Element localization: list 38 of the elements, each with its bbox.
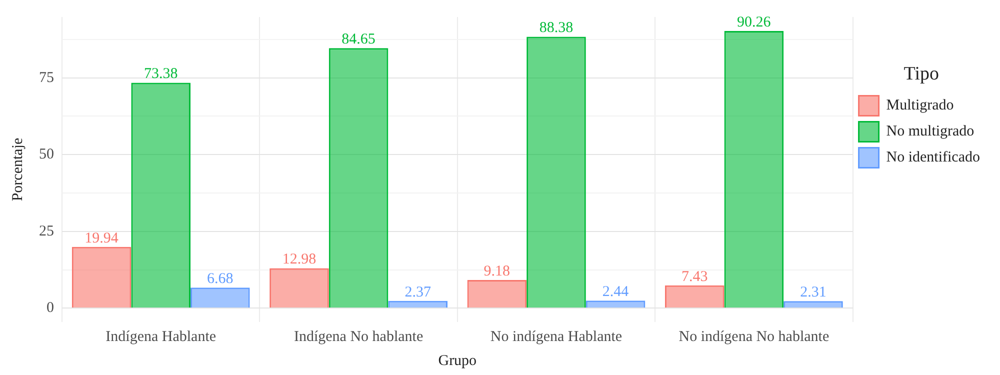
bar <box>586 300 646 308</box>
bar <box>328 48 388 308</box>
bar <box>724 30 784 308</box>
legend-label: No identificado <box>886 150 980 166</box>
data-label: 7.43 <box>682 268 708 285</box>
legend-title: Tipo <box>904 63 939 84</box>
y-tick-label: 25 <box>39 223 54 240</box>
data-label: 90.26 <box>737 14 772 30</box>
x-tick-label: No indígena Hablante <box>490 328 622 345</box>
data-label: 9.18 <box>484 263 510 280</box>
data-label: 19.94 <box>84 230 119 246</box>
bar <box>784 301 843 308</box>
data-label: 2.37 <box>404 284 432 300</box>
data-label: 88.38 <box>539 20 574 36</box>
data-label: 12.98 <box>282 252 316 268</box>
x-tick-label: Indígena No hablante <box>294 328 424 345</box>
legend-label: Multigrado <box>886 98 954 114</box>
bar <box>526 36 586 308</box>
bar <box>190 288 250 308</box>
x-axis-title: Grupo <box>438 352 477 369</box>
y-axis-title: Porcentaje <box>10 138 26 202</box>
x-tick-label: No indígena No hablante <box>678 328 830 345</box>
data-label: 73.38 <box>144 66 178 82</box>
bar <box>467 280 527 308</box>
y-tick-label: 0 <box>46 300 54 316</box>
bar <box>270 268 329 308</box>
bar <box>388 300 448 308</box>
y-tick-label: 75 <box>39 70 54 86</box>
data-label: 84.65 <box>342 32 376 48</box>
data-label: 6.68 <box>207 271 234 288</box>
data-label: 2.31 <box>800 284 826 301</box>
y-tick-label: 50 <box>39 146 54 163</box>
bar <box>664 285 724 308</box>
data-label: 2.44 <box>602 284 630 300</box>
x-tick-label: Indígena Hablante <box>106 328 216 345</box>
bar <box>131 82 190 308</box>
bar <box>72 246 132 308</box>
legend-label: No multigrado <box>886 124 974 140</box>
